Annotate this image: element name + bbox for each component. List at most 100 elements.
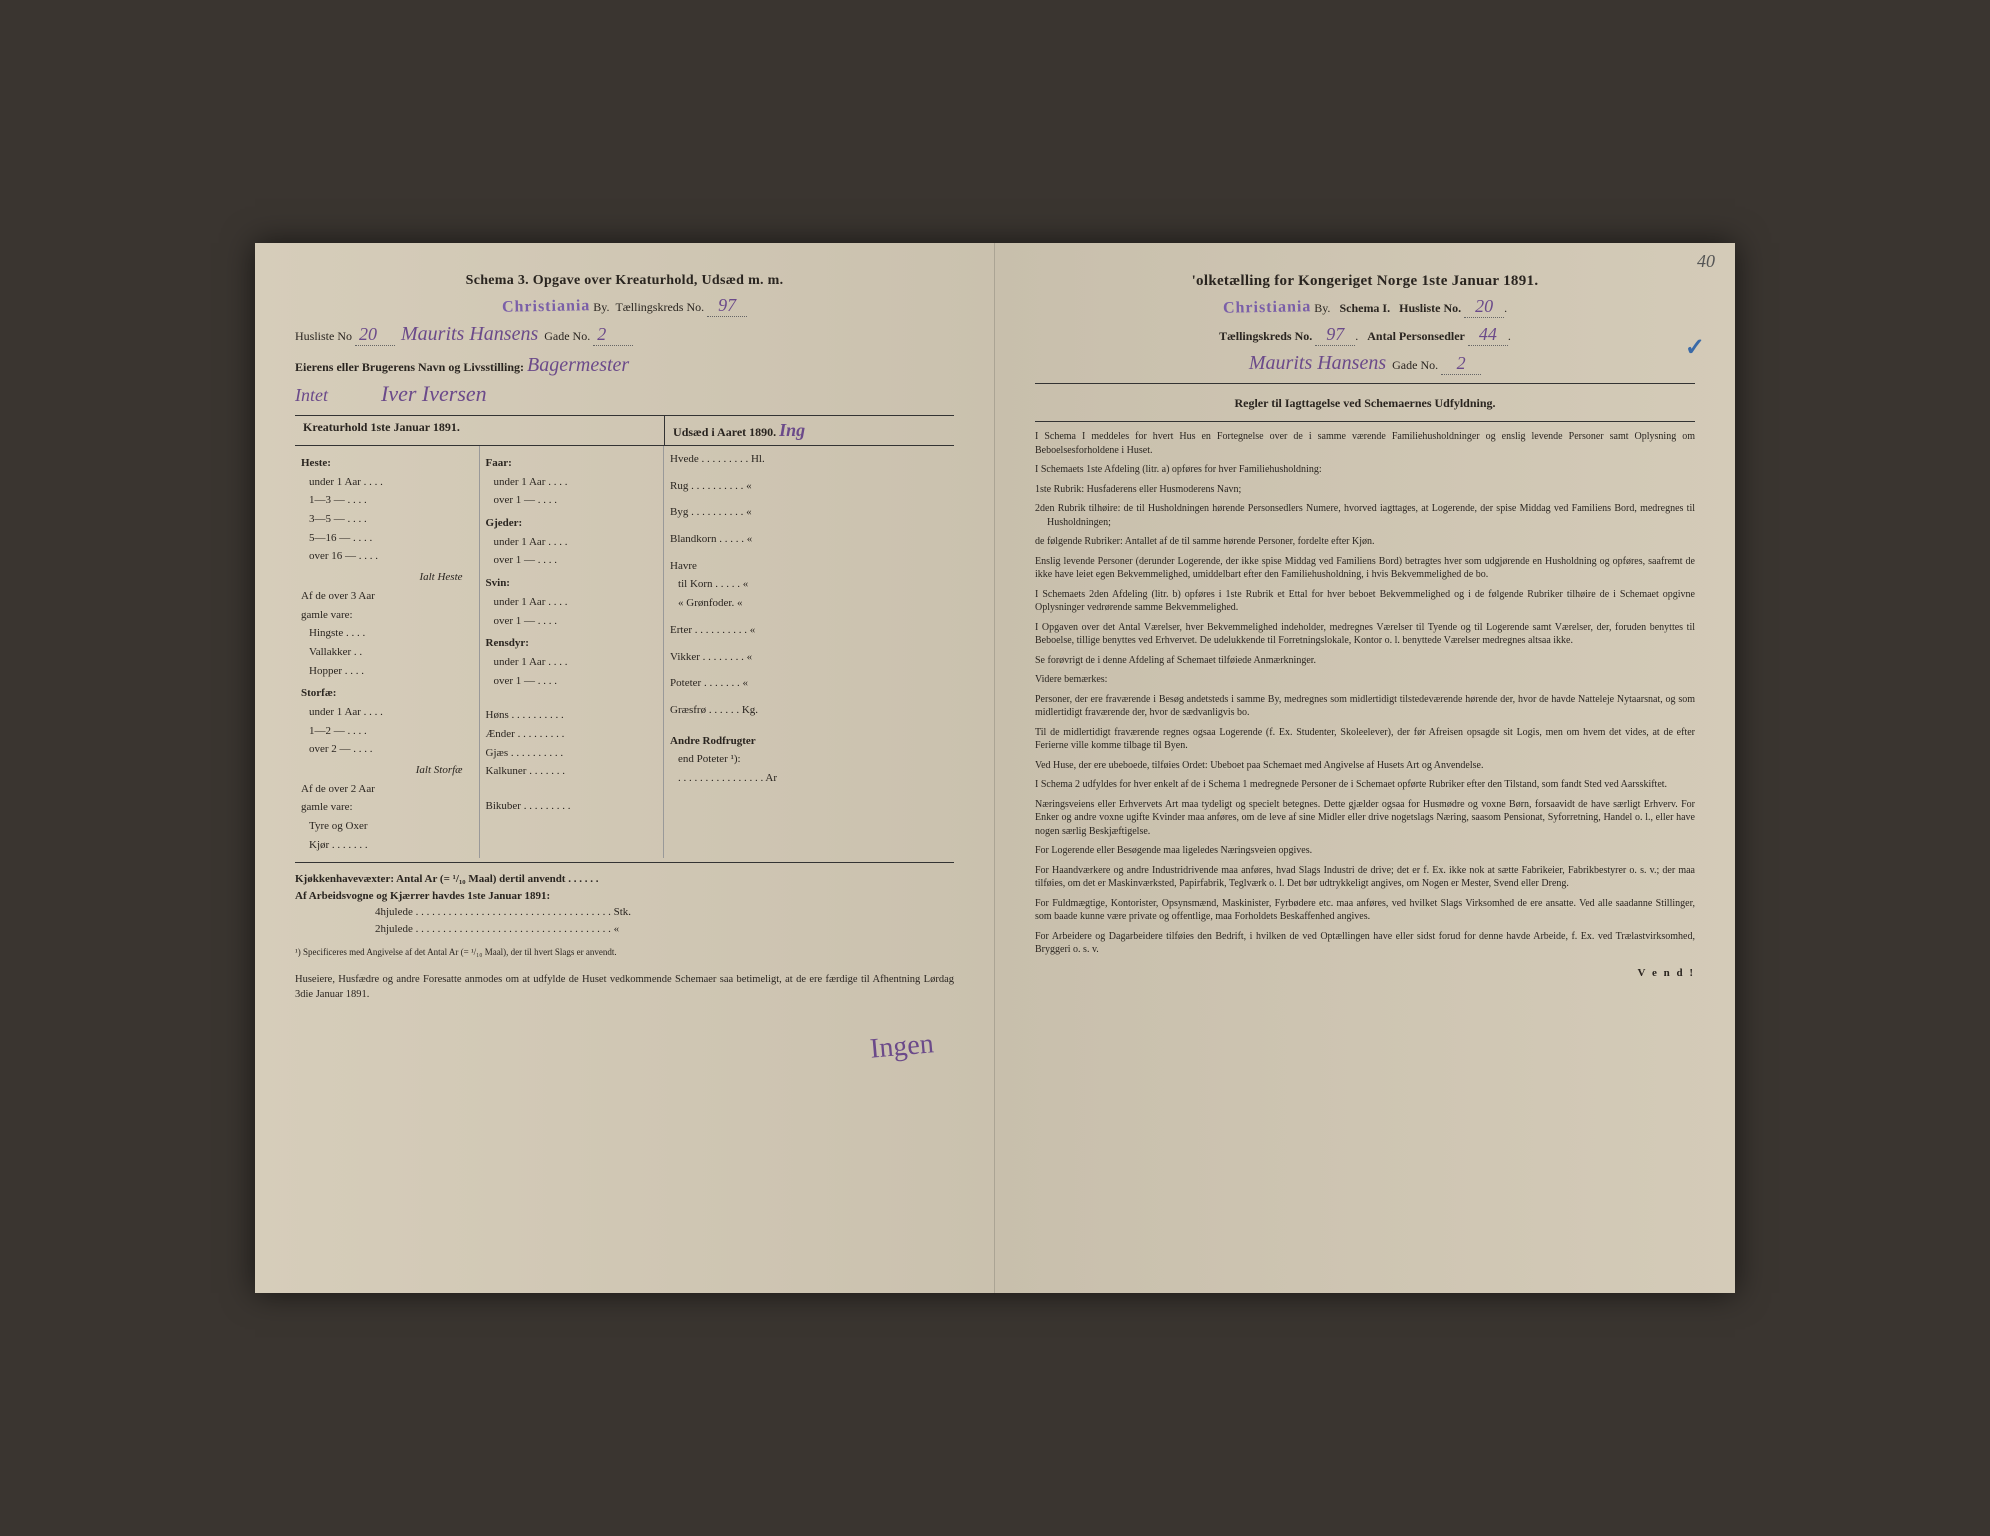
regler-p: I Schemaets 1ste Afdeling (litr. a) opfø… bbox=[1035, 463, 1695, 477]
2hjulede: 2hjulede . . . . . . . . . . . . . . . .… bbox=[295, 921, 954, 938]
poteter: Poteter . . . . . . . « bbox=[670, 674, 948, 693]
hvede: Hvede . . . . . . . . . Hl. bbox=[670, 450, 948, 469]
schema3-title: Schema 3. Opgave over Kreaturhold, Udsæd… bbox=[295, 273, 954, 289]
vend-label: V e n d ! bbox=[1035, 967, 1695, 979]
svin-label: Svin: bbox=[486, 574, 658, 593]
husliste-no: 20 bbox=[355, 324, 395, 346]
husliste-label-r: Husliste No. bbox=[1399, 301, 1461, 315]
regler-p: For Haandværkere og andre Industridriven… bbox=[1035, 864, 1695, 891]
page-number: 40 bbox=[1697, 251, 1715, 272]
vikker: Vikker . . . . . . . . « bbox=[670, 648, 948, 667]
city-stamp-left: Christiania bbox=[502, 297, 591, 317]
tallingskreds-no: 97 bbox=[707, 295, 747, 317]
erter: Erter . . . . . . . . . . « bbox=[670, 621, 948, 640]
regler-p: Personer, der ere fraværende i Besøg and… bbox=[1035, 693, 1695, 720]
kreatur-header-right: Udsæd i Aaret 1890. bbox=[673, 425, 776, 439]
heste-item: 1—3 — . . . . bbox=[301, 491, 473, 510]
faar-label: Faar: bbox=[486, 454, 658, 473]
gjeder-label: Gjeder: bbox=[486, 514, 658, 533]
ialt-heste: Ialt Heste bbox=[301, 568, 473, 587]
blue-checkmark: ✓ bbox=[1685, 333, 1705, 362]
by-label-r: By. bbox=[1314, 301, 1330, 315]
regler-p: I Schema I meddeles for hvert Hus en For… bbox=[1035, 430, 1695, 457]
regler-p: Til de midlertidigt fraværende regnes og… bbox=[1035, 726, 1695, 753]
regler-p: I Schema 2 udfyldes for hver enkelt af d… bbox=[1035, 778, 1695, 792]
regler-p: 2den Rubrik tilhøire: de til Husholdning… bbox=[1035, 502, 1695, 529]
city-stamp-right: Christiania bbox=[1223, 298, 1312, 318]
kalkuner: Kalkuner . . . . . . . bbox=[486, 762, 658, 781]
regler-p: For Arbeidere og Dagarbeidere tilføies d… bbox=[1035, 930, 1695, 957]
tyre-oxer: Tyre og Oxer bbox=[301, 817, 473, 836]
svin-item: under 1 Aar . . . . bbox=[486, 593, 658, 612]
gade-label: Gade No. bbox=[544, 329, 590, 343]
havre: Havre bbox=[670, 557, 948, 576]
4hjulede: 4hjulede . . . . . . . . . . . . . . . .… bbox=[295, 904, 954, 921]
owner-name: Iver Iversen bbox=[381, 381, 487, 406]
kjokken-label: Kjøkkenhavevæxter: Antal Ar (= ¹/₁₀ Maal… bbox=[295, 873, 598, 885]
husliste-no-r: 20 bbox=[1464, 296, 1504, 318]
right-page-schema1: 40 ✓ 'olketælling for Kongeriget Norge 1… bbox=[995, 243, 1735, 1293]
bikuber: Bikuber . . . . . . . . . bbox=[486, 797, 658, 816]
regler-p: Næringsveiens eller Erhvervets Art maa t… bbox=[1035, 798, 1695, 839]
vallakker: Vallakker . . bbox=[301, 643, 473, 662]
census-title: 'olketælling for Kongeriget Norge 1ste J… bbox=[1035, 273, 1695, 290]
antal-no: 44 bbox=[1468, 324, 1508, 346]
regler-p: I Opgaven over det Antal Værelser, hver … bbox=[1035, 621, 1695, 648]
regler-p: I Schemaets 2den Afdeling (litr. b) opfø… bbox=[1035, 588, 1695, 615]
af2aar-label: Af de over 2 Aar bbox=[301, 780, 473, 799]
ingen-script: Ingen bbox=[869, 1028, 935, 1065]
af3aar-label: Af de over 3 Aar bbox=[301, 587, 473, 606]
tallingskreds-label: Tællingskreds No. bbox=[615, 300, 704, 314]
faar-item: over 1 — . . . . bbox=[486, 491, 658, 510]
heste-item: over 16 — . . . . bbox=[301, 547, 473, 566]
tallingskreds-label-r: Tællingskreds No. bbox=[1219, 329, 1312, 343]
faar-item: under 1 Aar . . . . bbox=[486, 473, 658, 492]
rug: Rug . . . . . . . . . . « bbox=[670, 477, 948, 496]
regler-p: Ved Huse, der ere ubeboede, tilføies Ord… bbox=[1035, 759, 1695, 773]
husliste-label: Husliste No bbox=[295, 329, 352, 343]
tallingskreds-no-r: 97 bbox=[1315, 324, 1355, 346]
gronfoder: « Grønfoder. « bbox=[670, 594, 948, 613]
gade-label-r: Gade No. bbox=[1392, 358, 1438, 372]
hopper: Hopper . . . . bbox=[301, 662, 473, 681]
storfae-label: Storfæ: bbox=[301, 684, 473, 703]
footnote-1: ¹) Specificeres med Angivelse af det Ant… bbox=[295, 947, 954, 959]
schema-label: Schema I. bbox=[1339, 301, 1390, 315]
regler-p: Enslig levende Personer (derunder Logere… bbox=[1035, 555, 1695, 582]
rensdyr-item: over 1 — . . . . bbox=[486, 672, 658, 691]
blandkorn: Blandkorn . . . . . « bbox=[670, 530, 948, 549]
regler-p: Videre bemærkes: bbox=[1035, 673, 1695, 687]
census-document-spread: Schema 3. Opgave over Kreaturhold, Udsæd… bbox=[255, 243, 1735, 1293]
end-poteter: end Poteter ¹): bbox=[670, 750, 948, 769]
gade-no-r: 2 bbox=[1441, 353, 1481, 375]
storfae-item: 1—2 — . . . . bbox=[301, 722, 473, 741]
storfae-item: over 2 — . . . . bbox=[301, 740, 473, 759]
antal-label: Antal Personsedler bbox=[1367, 329, 1465, 343]
regler-p: For Fuldmægtige, Kontorister, Opsynsmænd… bbox=[1035, 897, 1695, 924]
regler-body: I Schema I meddeles for hvert Hus en For… bbox=[1035, 430, 1695, 957]
udsaed-hand: Ing bbox=[779, 420, 805, 440]
heste-item: under 1 Aar . . . . bbox=[301, 473, 473, 492]
gade-name-hand-r: Maurits Hansens bbox=[1249, 352, 1386, 374]
gjeder-item: under 1 Aar . . . . bbox=[486, 533, 658, 552]
rensdyr-item: under 1 Aar . . . . bbox=[486, 653, 658, 672]
rensdyr-label: Rensdyr: bbox=[486, 634, 658, 653]
regler-title: Regler til Iagttagelse ved Schemaernes U… bbox=[1035, 396, 1695, 411]
svin-item: over 1 — . . . . bbox=[486, 612, 658, 631]
by-label: By. bbox=[593, 300, 609, 314]
storfae-item: under 1 Aar . . . . bbox=[301, 703, 473, 722]
owner-occupation: Bagermester bbox=[527, 354, 629, 376]
hons: Høns . . . . . . . . . . bbox=[486, 706, 658, 725]
left-page-schema3: Schema 3. Opgave over Kreaturhold, Udsæd… bbox=[255, 243, 995, 1293]
gamle-vare2: gamle vare: bbox=[301, 798, 473, 817]
aender: Ænder . . . . . . . . . bbox=[486, 725, 658, 744]
heste-item: 5—16 — . . . . bbox=[301, 529, 473, 548]
instruction-text: Huseiere, Husfædre og andre Foresatte an… bbox=[295, 973, 954, 1002]
kreatur-header-left: Kreaturhold 1ste Januar 1891. bbox=[295, 416, 664, 445]
kjor: Kjør . . . . . . . bbox=[301, 836, 473, 855]
ialt-storfae: Ialt Storfæ bbox=[301, 761, 473, 780]
regler-p: Se forøvrigt de i denne Afdeling af Sche… bbox=[1035, 654, 1695, 668]
gade-name-hand: Maurits Hansens bbox=[401, 323, 538, 345]
ar-line: . . . . . . . . . . . . . . . . Ar bbox=[670, 769, 948, 788]
gade-no: 2 bbox=[593, 324, 633, 346]
